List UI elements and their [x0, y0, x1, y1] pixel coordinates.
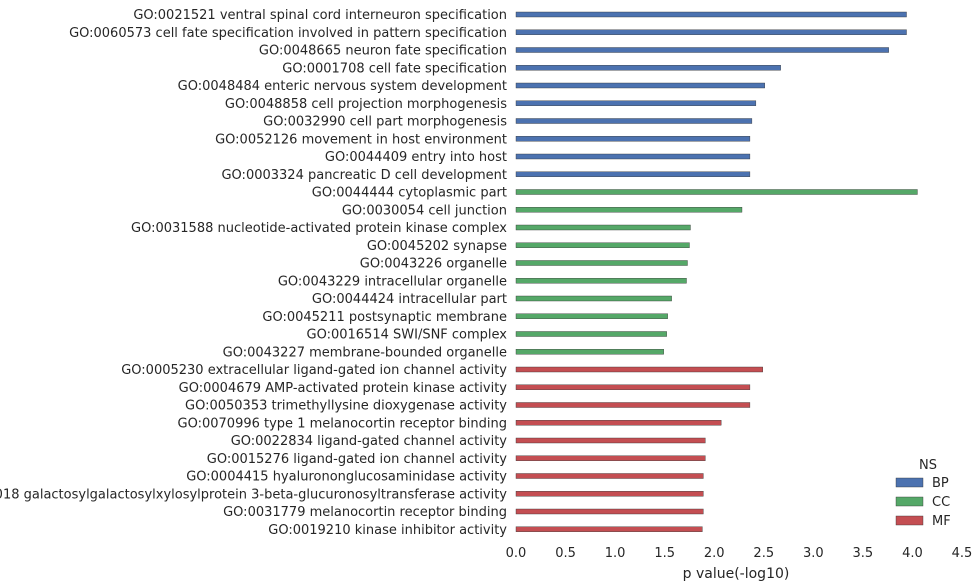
- bar-mf: [515, 455, 706, 461]
- bar-mf: [515, 402, 751, 408]
- bar-bp: [515, 82, 765, 89]
- category-label: GO:0021521 ventral spinal cord interneur…: [133, 8, 507, 23]
- legend: NS BP CC MF: [895, 458, 951, 529]
- category-label: GO:0043227 membrane-bounded organelle: [223, 345, 507, 360]
- category-label: GO:0048858 cell projection morphogenesis: [225, 97, 507, 112]
- category-label: GO:0048484 enteric nervous system develo…: [178, 79, 507, 94]
- category-label: GO:0015276 ligand-gated ion channel acti…: [207, 452, 508, 467]
- category-label: GO:0019210 kinase inhibitor activity: [268, 523, 507, 538]
- category-label: GO:0044424 intracellular part: [312, 292, 507, 307]
- bar-mf: [515, 437, 706, 444]
- x-tick-label: 0.0: [506, 546, 527, 561]
- legend-swatch-mf: [895, 515, 924, 526]
- category-label: GO:0004679 AMP-activated protein kinase …: [179, 381, 508, 396]
- category-label: GO:0004415 hyalurononglucosaminidase act…: [186, 470, 507, 485]
- bar-bp: [515, 29, 907, 35]
- category-label: GO:0048665 neuron fate specification: [259, 44, 507, 59]
- category-label: GO:0031779 melanocortin receptor binding: [223, 505, 507, 520]
- bar-mf: [515, 420, 722, 426]
- bar-cc: [515, 349, 664, 355]
- bar-cc: [515, 313, 668, 319]
- bar-bp: [515, 118, 753, 124]
- category-label: GO:0045202 synapse: [367, 239, 507, 254]
- bars-group: [515, 11, 918, 532]
- category-label: GO:0050353 trimethyllysine dioxygenase a…: [185, 399, 507, 414]
- category-label: GO:0043226 organelle: [360, 257, 507, 272]
- bar-bp: [515, 136, 751, 142]
- category-label: GO:0044444 cytoplasmic part: [312, 186, 507, 201]
- bar-cc: [515, 260, 688, 266]
- category-label: GO:0005230 extracellular ligand-gated io…: [121, 363, 507, 378]
- x-tick-label: 3.0: [803, 546, 824, 561]
- bar-bp: [515, 65, 781, 71]
- category-label: GO:0032990 cell part morphogenesis: [263, 115, 507, 130]
- category-label: GO:0060573 cell fate specification invol…: [69, 26, 507, 41]
- x-tick-label: 0.5: [555, 546, 576, 561]
- bar-cc: [515, 278, 687, 284]
- category-label: GO:0022834 ligand-gated channel activity: [231, 434, 508, 449]
- x-tick-label: 3.5: [853, 546, 874, 561]
- x-tick-label: 2.0: [704, 546, 725, 561]
- legend-title: NS: [919, 458, 937, 473]
- category-labels: GO:0021521 ventral spinal cord interneur…: [0, 8, 507, 538]
- bar-mf: [515, 491, 704, 497]
- category-label: GO:0031588 nucleotide-activated protein …: [131, 221, 507, 236]
- bar-cc: [515, 207, 743, 213]
- category-label: GO:0003324 pancreatic D cell development: [221, 168, 507, 183]
- legend-swatch-bp: [895, 477, 924, 488]
- legend-swatch-cc: [895, 496, 924, 507]
- bar-mf: [515, 366, 763, 373]
- bar-cc: [515, 331, 667, 337]
- category-label: GO:0052126 movement in host environment: [215, 132, 507, 147]
- x-tick-label: 2.5: [753, 546, 774, 561]
- x-axis-title: p value(-log10): [683, 566, 790, 582]
- bar-bp: [515, 47, 889, 53]
- category-label: GO:0045211 postsynaptic membrane: [262, 310, 507, 325]
- bar-cc: [515, 242, 690, 248]
- x-tick-label: 1.0: [605, 546, 626, 561]
- x-axis-ticks: 0.0 0.5 1.0 1.5 2.0 2.5 3.0 3.5 4.0 4.5: [506, 546, 973, 561]
- bar-mf: [515, 384, 751, 390]
- bar-cc: [515, 224, 691, 231]
- category-label: GO:0044409 entry into host: [325, 150, 507, 165]
- category-label: GO:0043229 intracellular organelle: [278, 274, 507, 289]
- legend-label-mf: MF: [932, 514, 951, 529]
- x-tick-label: 4.5: [952, 546, 973, 561]
- bar-mf: [515, 473, 704, 479]
- category-label: GO:0030054 cell junction: [342, 203, 507, 218]
- category-label: GO:0016514 SWI/SNF complex: [307, 328, 508, 343]
- bar-bp: [515, 153, 751, 160]
- bar-bp: [515, 100, 757, 106]
- legend-label-cc: CC: [932, 495, 950, 510]
- x-tick-label: 1.5: [654, 546, 675, 561]
- bar-cc: [515, 295, 672, 302]
- x-tick-label: 4.0: [902, 546, 923, 561]
- bar-bp: [515, 171, 751, 177]
- bar-bp: [515, 11, 907, 18]
- legend-label-bp: BP: [932, 476, 949, 491]
- category-label: GO:0070996 type 1 melanocortin receptor …: [178, 416, 507, 431]
- bar-mf: [515, 526, 703, 532]
- category-label: GO:0001708 cell fate specification: [282, 61, 507, 76]
- bar-cc: [515, 189, 918, 195]
- bar-mf: [515, 508, 704, 515]
- category-label: GO:0015018 galactosylgalactosylxylosylpr…: [0, 487, 507, 502]
